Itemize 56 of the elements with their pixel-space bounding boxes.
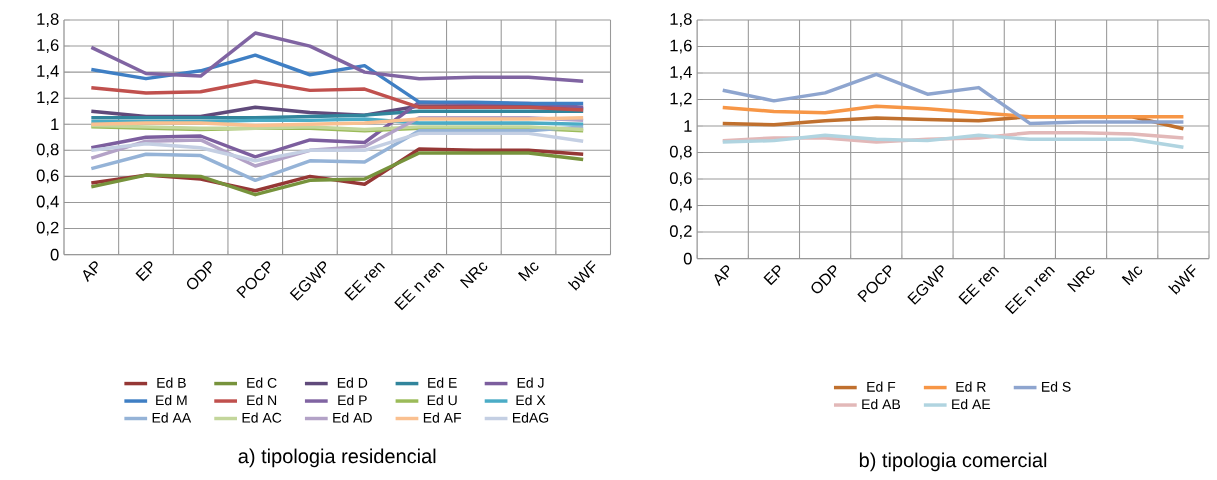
legend-label: Ed U	[427, 395, 457, 406]
y-tick-label: 0,2	[36, 221, 59, 236]
legend-label: Ed P	[338, 395, 367, 406]
legend-label: Ed AA	[152, 412, 192, 423]
legend-label: Ed AE	[952, 399, 991, 410]
y-tick-label: 1	[684, 120, 692, 132]
x-tick-label: EP	[135, 261, 153, 282]
x-tick-label: AP	[714, 265, 730, 287]
legend-label: Ed B	[157, 377, 186, 388]
legend-label: Ed J	[517, 377, 544, 388]
legend-label: Ed C	[247, 377, 277, 388]
x-tick-label: AP	[83, 261, 98, 283]
y-tick-label: 0	[683, 252, 692, 265]
legend-label: Ed D	[337, 377, 368, 388]
y-tick-label: 0,4	[36, 195, 59, 210]
legend-label: Ed AC	[242, 412, 282, 423]
x-tick-label: NRc	[1067, 266, 1095, 293]
y-tick-label: 1,8	[37, 13, 59, 27]
y-tick-label: 0,6	[36, 169, 59, 184]
legend-label: Ed S	[1042, 381, 1071, 392]
y-tick-label: 0,2	[669, 225, 692, 240]
legend-label: Ed E	[428, 377, 457, 388]
text: b) tipologia comercial	[859, 452, 1047, 472]
line-series	[89, 31, 585, 84]
legend-label: Ed AB	[862, 399, 901, 410]
y-tick-label: 1	[51, 118, 59, 131]
x-tick-label: EE n ren	[394, 262, 445, 311]
line-series	[89, 53, 585, 106]
y-tick-label: 1,6	[670, 39, 692, 54]
legend-label: Ed M	[156, 395, 187, 406]
legend-label: Ed AD	[333, 412, 372, 423]
x-tick-label: Mc	[1121, 266, 1143, 286]
y-tick-label: 1,8	[670, 13, 692, 27]
y-tick-label: 0,6	[669, 172, 692, 187]
x-tick-label: EE ren	[958, 266, 1000, 305]
legend-label: Ed AF	[423, 412, 462, 423]
y-tick-label: 0	[50, 248, 59, 261]
legend-label: Ed F	[867, 381, 896, 392]
y-tick-label: 1,2	[37, 91, 59, 106]
x-tick-label: Mc	[517, 262, 539, 282]
y-tick-label: 1,6	[37, 39, 59, 54]
y-tick-label: 0,4	[669, 198, 692, 213]
x-tick-label: EE n ren	[1004, 266, 1055, 315]
legend-label: Ed X	[516, 395, 546, 406]
legend-label: Ed R	[956, 381, 986, 392]
y-tick-label: 1,4	[37, 65, 59, 79]
text: a) tipologia residencial	[238, 448, 436, 468]
y-tick-label: 1,2	[670, 92, 692, 107]
x-tick-label: EE ren	[344, 262, 385, 301]
x-tick-label: EP	[763, 265, 781, 286]
legend-label: Ed N	[247, 395, 277, 406]
y-tick-label: 0,8	[669, 145, 692, 160]
legend-label: EdAG	[513, 412, 549, 423]
y-tick-label: 1,4	[670, 66, 692, 80]
y-tick-label: 0,8	[36, 143, 59, 158]
x-tick-label: NRc	[459, 262, 488, 289]
